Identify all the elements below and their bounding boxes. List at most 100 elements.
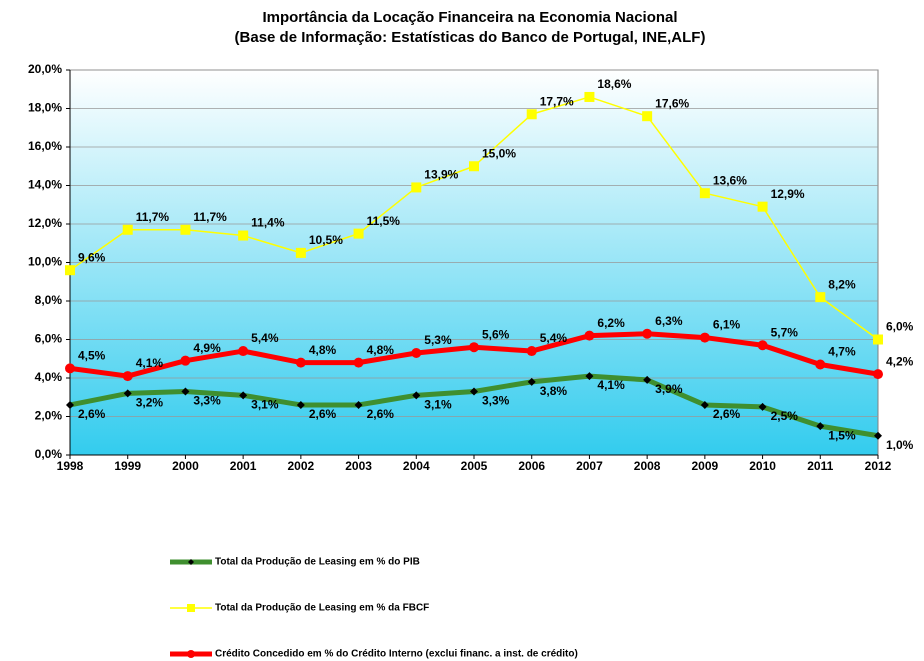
y-tick-label: 6,0% [35, 332, 63, 346]
data-label: 8,2% [828, 277, 856, 291]
y-tick-label: 0,0% [35, 447, 63, 461]
data-point [239, 391, 248, 400]
data-point [699, 188, 710, 199]
legend-marker [187, 650, 195, 658]
data-label: 18,6% [597, 77, 631, 91]
y-tick-label: 18,0% [28, 101, 62, 115]
data-label: 11,7% [136, 210, 170, 224]
data-point [295, 357, 306, 368]
data-label: 4,9% [193, 341, 221, 355]
data-point [411, 347, 422, 358]
data-point [238, 230, 249, 241]
data-point [815, 292, 826, 303]
data-label: 12,9% [771, 187, 805, 201]
data-label: 3,3% [193, 394, 221, 408]
data-label: 3,2% [136, 396, 164, 410]
y-tick-label: 16,0% [28, 139, 62, 153]
data-point [873, 334, 883, 345]
data-point [757, 201, 768, 212]
data-label: 13,9% [424, 168, 458, 182]
data-label: 9,6% [78, 250, 106, 264]
y-tick-label: 8,0% [35, 293, 63, 307]
data-point [873, 369, 883, 380]
data-label: 11,5% [367, 214, 401, 228]
data-label: 5,4% [251, 331, 279, 345]
data-point [642, 328, 653, 339]
data-label: 4,7% [828, 345, 856, 359]
data-label: 1,5% [828, 428, 856, 442]
data-label: 3,1% [251, 397, 279, 411]
y-tick-label: 20,0% [28, 62, 62, 76]
data-point [122, 224, 133, 235]
data-point [642, 111, 653, 122]
data-point [469, 342, 479, 353]
data-point [238, 346, 249, 357]
data-point [353, 357, 364, 368]
data-label: 4,2% [886, 354, 914, 368]
data-label: 4,1% [136, 356, 164, 370]
x-tick-label: 2008 [634, 459, 661, 473]
data-label: 6,2% [597, 316, 625, 330]
data-label: 6,0% [886, 320, 914, 334]
data-point [757, 340, 768, 351]
x-tick-label: 1999 [114, 459, 141, 473]
data-label: 1,0% [886, 438, 914, 452]
y-tick-label: 14,0% [28, 178, 62, 192]
data-point [469, 161, 479, 172]
data-point [180, 224, 191, 235]
x-tick-label: 2012 [865, 459, 892, 473]
y-tick-label: 10,0% [28, 255, 62, 269]
data-label: 2,6% [309, 407, 337, 421]
x-tick-label: 2001 [230, 459, 257, 473]
data-label: 5,3% [424, 333, 452, 347]
y-tick-label: 12,0% [28, 216, 62, 230]
data-label: 6,3% [655, 314, 683, 328]
data-point [296, 400, 305, 409]
data-point [353, 228, 364, 239]
y-tick-label: 2,0% [35, 409, 63, 423]
data-point [412, 391, 421, 400]
x-tick-label: 2010 [749, 459, 776, 473]
legend-label: Total da Produção de Leasing em % da FBC… [215, 603, 429, 614]
legend-marker [188, 559, 194, 565]
data-label: 5,7% [771, 325, 799, 339]
chart-title: Importância da Locação Financeira na Eco… [262, 9, 677, 26]
x-tick-label: 2005 [461, 459, 488, 473]
data-point [411, 182, 422, 193]
chart-subtitle: (Base de Informação: Estatísticas do Ban… [235, 29, 706, 46]
data-label: 11,4% [251, 216, 285, 230]
data-point [122, 371, 133, 382]
data-point [585, 372, 594, 381]
data-point [584, 330, 595, 341]
data-point [65, 265, 75, 276]
x-tick-label: 2002 [288, 459, 315, 473]
data-label: 2,6% [78, 407, 106, 421]
data-label: 3,1% [424, 397, 452, 411]
data-point [815, 359, 826, 370]
data-point [181, 387, 190, 396]
data-label: 3,9% [655, 382, 683, 396]
data-point [180, 355, 191, 366]
x-tick-label: 1998 [57, 459, 84, 473]
data-label: 10,5% [309, 233, 343, 247]
x-tick-label: 2011 [807, 459, 833, 473]
data-label: 4,5% [78, 349, 106, 363]
x-tick-label: 2000 [172, 459, 199, 473]
data-label: 17,7% [540, 94, 574, 108]
y-tick-label: 4,0% [35, 370, 63, 384]
legend-marker [187, 604, 195, 612]
data-point [816, 422, 825, 431]
data-point [526, 346, 537, 357]
data-point [354, 400, 363, 409]
x-tick-label: 2003 [345, 459, 372, 473]
data-point [470, 387, 478, 396]
legend-label: Crédito Concedido em % do Crédito Intern… [215, 649, 578, 660]
data-label: 3,8% [540, 384, 568, 398]
data-label: 2,6% [367, 407, 395, 421]
data-label: 4,8% [367, 343, 395, 357]
x-tick-label: 2009 [692, 459, 719, 473]
data-point [758, 402, 767, 411]
data-point [584, 91, 595, 102]
data-label: 6,1% [713, 318, 741, 332]
